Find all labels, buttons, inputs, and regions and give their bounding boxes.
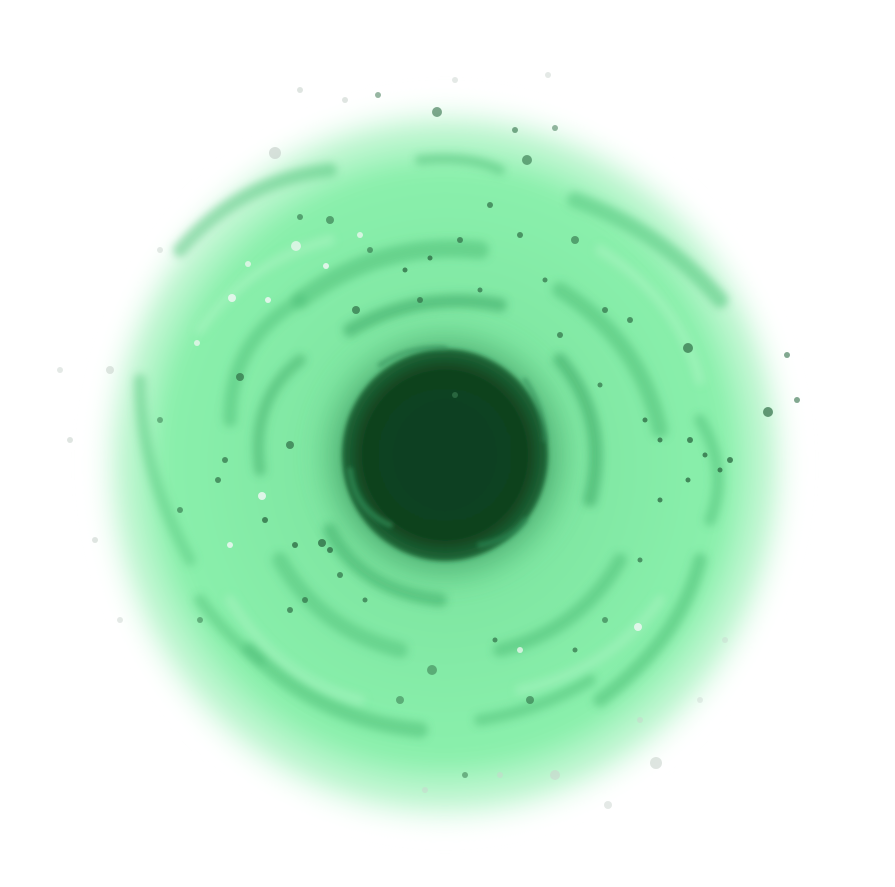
vortex-svg — [0, 0, 895, 887]
vortex-image — [0, 0, 895, 887]
